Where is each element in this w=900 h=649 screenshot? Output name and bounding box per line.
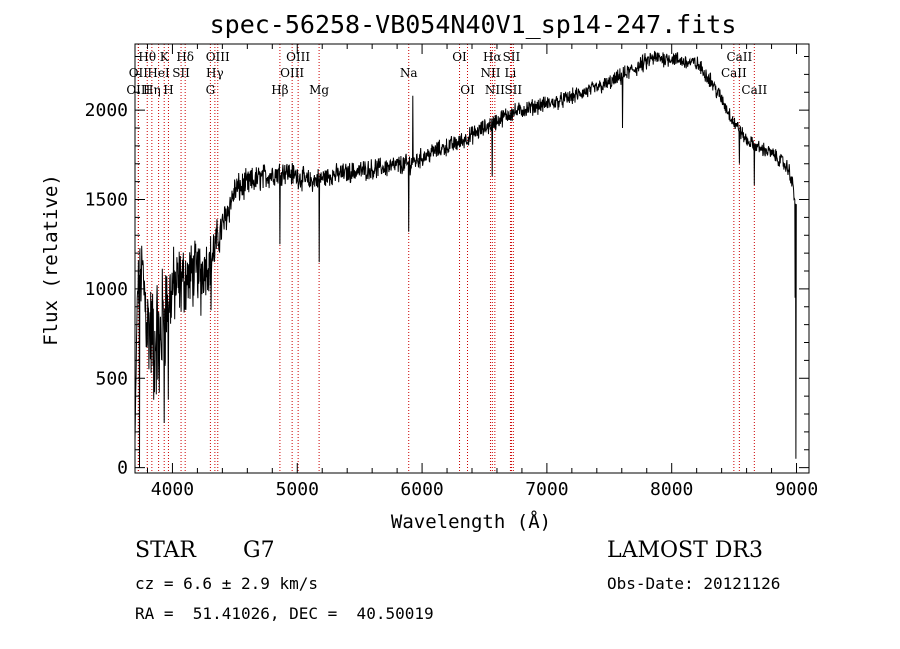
x-tick-label-2: 6000 <box>400 479 443 500</box>
observation-date: Obs-Date: 20121126 <box>607 574 781 593</box>
line-label-10: Hγ <box>206 66 224 80</box>
spectral-line-labels: Hθ OII OIII K HeI Hη SII H Hδ OIII Hγ G OIII OIII Hβ Mg… <box>126 50 767 97</box>
line-label-7: H <box>163 83 173 97</box>
line-label-26: CaII <box>721 66 747 80</box>
y-tick-label-0: 0 <box>117 458 128 479</box>
line-label-27: CaII <box>741 83 767 97</box>
line-label-11: G <box>206 83 216 97</box>
chart-title: spec-56258-VB054N40V1_sp14-247.fits <box>210 10 737 39</box>
line-label-6: SII <box>172 66 190 80</box>
y-tick-label-1: 500 <box>95 368 128 389</box>
line-label-23: NII <box>485 83 505 97</box>
line-label-8: Hδ <box>176 50 194 64</box>
line-label-18: OI <box>460 83 475 97</box>
object-class: STAR <box>135 538 196 563</box>
y-tick-label-4: 2000 <box>85 100 128 121</box>
y-axis-ticks: 0 500 1000 1500 2000 <box>85 56 809 479</box>
line-label-22: Li <box>505 66 517 80</box>
redshift-velocity: cz = 6.6 ± 2.9 km/s <box>135 574 319 593</box>
line-label-15: Mg <box>309 83 329 97</box>
line-label-14: Hβ <box>271 83 288 97</box>
line-label-3: K <box>160 50 170 64</box>
line-label-20: SII <box>503 50 521 64</box>
spectral-line-markers <box>137 44 755 473</box>
x-tick-label-3: 7000 <box>525 479 568 500</box>
object-subclass: G7 <box>243 538 275 563</box>
line-label-19: Hα <box>483 50 502 64</box>
y-tick-label-2: 1000 <box>85 279 128 300</box>
x-axis-label: Wavelength (Å) <box>391 510 551 533</box>
spectrum-line <box>134 50 797 468</box>
x-tick-label-5: 9000 <box>775 479 818 500</box>
sky-coordinates: RA = 51.41026, DEC = 40.50019 <box>135 604 434 623</box>
line-label-25: CaII <box>726 50 752 64</box>
line-label-4: HeI <box>147 66 170 80</box>
x-tick-label-1: 5000 <box>276 479 319 500</box>
survey-name: LAMOST DR3 <box>607 538 763 563</box>
plot-frame <box>134 43 810 474</box>
y-tick-label-3: 1500 <box>85 190 128 211</box>
x-axis-ticks: 4000 5000 6000 7000 8000 9000 <box>146 44 818 500</box>
y-axis-label: Flux (relative) <box>40 174 62 346</box>
line-label-1: OII <box>129 66 149 80</box>
line-label-13: OIII <box>280 66 304 80</box>
line-label-0: Hθ <box>138 50 156 64</box>
line-label-16: Na <box>400 66 418 80</box>
line-label-5: Hη <box>143 83 161 97</box>
line-label-2: OIII <box>126 83 150 97</box>
line-label-12: OIII <box>286 50 310 64</box>
line-label-9: OIII <box>206 50 230 64</box>
line-label-24: SII <box>504 83 522 97</box>
x-tick-label-4: 8000 <box>650 479 693 500</box>
line-label-21: NII <box>480 66 500 80</box>
x-tick-label-0: 4000 <box>151 479 194 500</box>
line-label-17: OI <box>452 50 467 64</box>
